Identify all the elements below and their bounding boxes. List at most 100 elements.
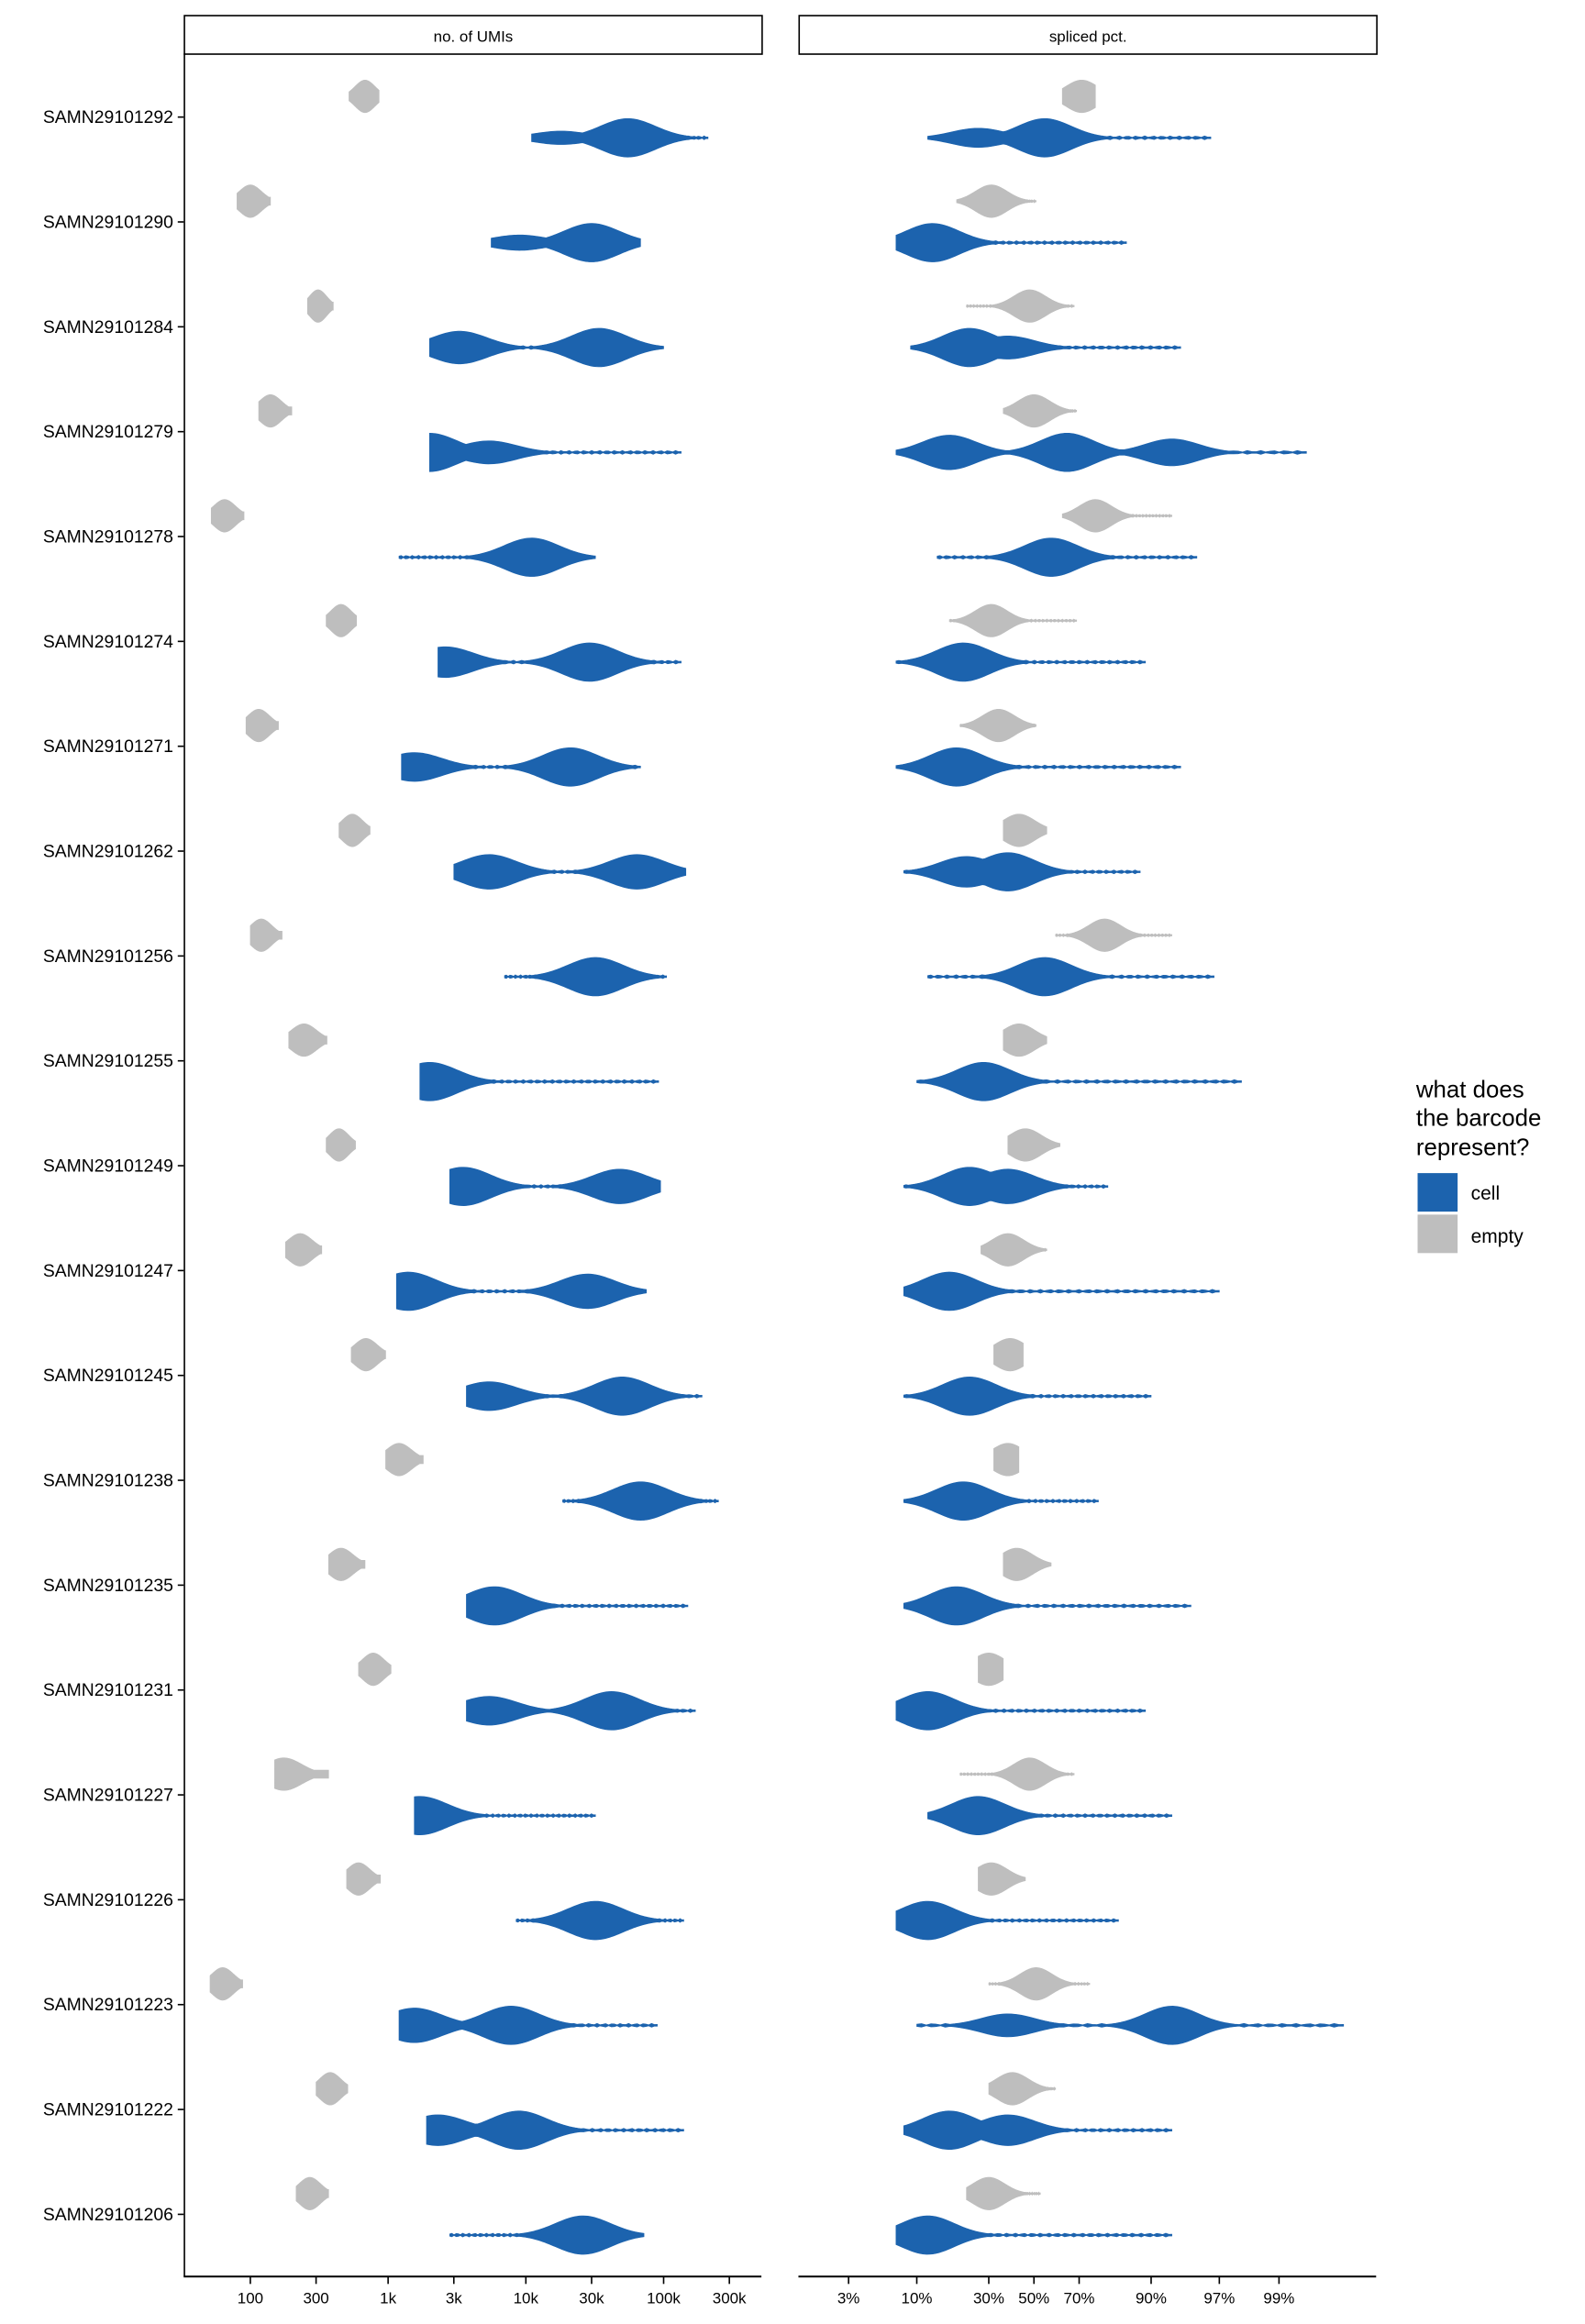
axes: 100 300 1k 3k 10k 30k 100k 300k 3% 10% 30% 50% 70% 90… <box>43 53 1377 2307</box>
violin-umis-empty <box>284 1233 323 1267</box>
violin-umis-empty <box>346 1862 382 1896</box>
violin-umis-empty <box>245 708 279 743</box>
violin-umis-cell <box>466 1586 689 1626</box>
violin-pct-cell <box>927 957 1214 997</box>
x-tick-label-umis: 3k <box>446 2289 462 2307</box>
x-tick-label-spliced-pct: 70% <box>1064 2289 1095 2307</box>
violin-umis-empty <box>274 1757 329 1791</box>
y-tick-label: SAMN29101222 <box>43 2100 173 2120</box>
violin-pct-cell <box>895 223 1127 262</box>
violin-pct-cell <box>916 2006 1345 2045</box>
violin-umis-empty <box>258 393 293 428</box>
y-tick-label: SAMN29101238 <box>43 1471 173 1491</box>
violin-pct-empty <box>959 708 1036 743</box>
violin-umis-cell <box>453 854 687 890</box>
violin-umis-cell <box>395 1271 648 1311</box>
y-tick-label: SAMN29101262 <box>43 841 173 861</box>
strip-umis <box>183 15 763 55</box>
violin-umis-empty <box>350 1338 386 1372</box>
violin-pct-empty <box>1061 79 1096 114</box>
violin-pct-cell <box>903 1271 1220 1311</box>
y-tick-label: SAMN29101279 <box>43 422 173 442</box>
violin-pct-cell <box>903 1377 1152 1416</box>
x-tick-label-spliced-pct: 10% <box>902 2289 933 2307</box>
violins <box>209 79 1345 2255</box>
strip-spliced-pct <box>798 15 1378 55</box>
violin-umis-cell <box>398 2006 658 2045</box>
legend-title-line-3: represent? <box>1416 1135 1529 1161</box>
x-tick-label-spliced-pct: 30% <box>973 2289 1004 2307</box>
violin-pct-cell <box>903 1167 1109 1206</box>
violin-umis-empty <box>210 499 245 533</box>
y-tick-label: SAMN29101223 <box>43 1995 173 2015</box>
violin-pct-cell <box>903 1481 1099 1521</box>
x-tick-label-umis: 100 <box>238 2289 263 2307</box>
violin-pct-empty <box>1003 393 1078 428</box>
violin-pct-empty <box>993 1443 1020 1477</box>
violin-umis-empty <box>327 1547 366 1581</box>
legend-label-empty: empty <box>1471 1226 1524 1247</box>
violin-pct-cell <box>895 2215 1172 2255</box>
violin-pct-empty <box>978 1653 1004 1687</box>
violin-pct-cell <box>895 433 1307 472</box>
y-tick-label: SAMN29101245 <box>43 1366 173 1386</box>
violin-umis-cell <box>438 642 682 682</box>
panel-umis: no. of UMIs <box>183 15 763 55</box>
y-tick-label: SAMN29101290 <box>43 212 173 232</box>
violin-pct-cell <box>895 642 1147 682</box>
violin-pct-empty <box>1055 918 1172 952</box>
legend: what does the barcode represent? cell em… <box>1415 1078 1541 1254</box>
x-tick-label-umis: 300k <box>713 2289 747 2307</box>
violin-pct-empty <box>1007 1128 1061 1162</box>
violin-umis-empty <box>385 1443 424 1477</box>
violin-pct-cell <box>895 747 1181 787</box>
x-tick-label-umis: 30k <box>579 2289 604 2307</box>
legend-swatch-cell <box>1417 1173 1458 1212</box>
strip-title-spliced-pct: spliced pct. <box>1049 28 1127 45</box>
legend-title-line-1: what does <box>1415 1078 1524 1103</box>
violin-umis-cell <box>449 1167 661 1206</box>
violin-umis-cell <box>429 327 664 368</box>
x-tick-label-umis: 1k <box>380 2289 396 2307</box>
violin-pct-empty <box>988 1967 1091 2001</box>
y-tick-label: SAMN29101206 <box>43 2205 173 2225</box>
violin-umis-cell <box>491 223 641 262</box>
violin-umis-empty <box>237 184 272 218</box>
violin-umis-cell <box>466 1377 703 1416</box>
violin-pct-cell <box>903 1586 1192 1626</box>
violin-pct-cell <box>937 537 1198 577</box>
y-tick-label: SAMN29101231 <box>43 1680 173 1700</box>
violin-pct-empty <box>956 184 1036 218</box>
violin-umis-empty <box>249 918 283 952</box>
violin-umis-empty <box>288 1024 327 1057</box>
violin-pct-cell <box>895 1900 1119 1941</box>
violin-pct-empty <box>981 1233 1047 1267</box>
y-tick-label: SAMN29101284 <box>43 317 173 338</box>
violin-umis-empty <box>338 813 371 847</box>
violin-pct-cell <box>903 2110 1172 2150</box>
violin-umis-cell <box>401 747 641 787</box>
x-tick-label-umis: 100k <box>647 2289 681 2307</box>
violin-pct-empty <box>993 1338 1024 1372</box>
y-tick-label: SAMN29101292 <box>43 107 173 127</box>
violin-umis-empty <box>295 2176 329 2210</box>
strip-title-umis: no. of UMIs <box>434 28 514 45</box>
y-tick-label: SAMN29101256 <box>43 946 173 967</box>
violin-umis-empty <box>316 2072 349 2106</box>
violin-pct-empty <box>1003 1547 1052 1581</box>
y-tick-label: SAMN29101249 <box>43 1156 173 1176</box>
x-tick-label-spliced-pct: 97% <box>1203 2289 1235 2307</box>
violin-pct-cell <box>916 1062 1242 1101</box>
violin-umis-empty <box>306 289 334 323</box>
x-tick-label-umis: 10k <box>514 2289 539 2307</box>
x-tick-label-spliced-pct: 3% <box>837 2289 859 2307</box>
violin-umis-cell <box>504 957 668 997</box>
violin-umis-cell <box>429 432 682 472</box>
violin-umis-empty <box>326 1128 356 1162</box>
y-tick-label: SAMN29101271 <box>43 736 173 757</box>
violin-umis-cell <box>515 1900 684 1941</box>
violin-pct-empty <box>959 1757 1075 1791</box>
violin-umis-cell <box>466 1691 696 1731</box>
violin-pct-empty <box>1003 1024 1047 1057</box>
